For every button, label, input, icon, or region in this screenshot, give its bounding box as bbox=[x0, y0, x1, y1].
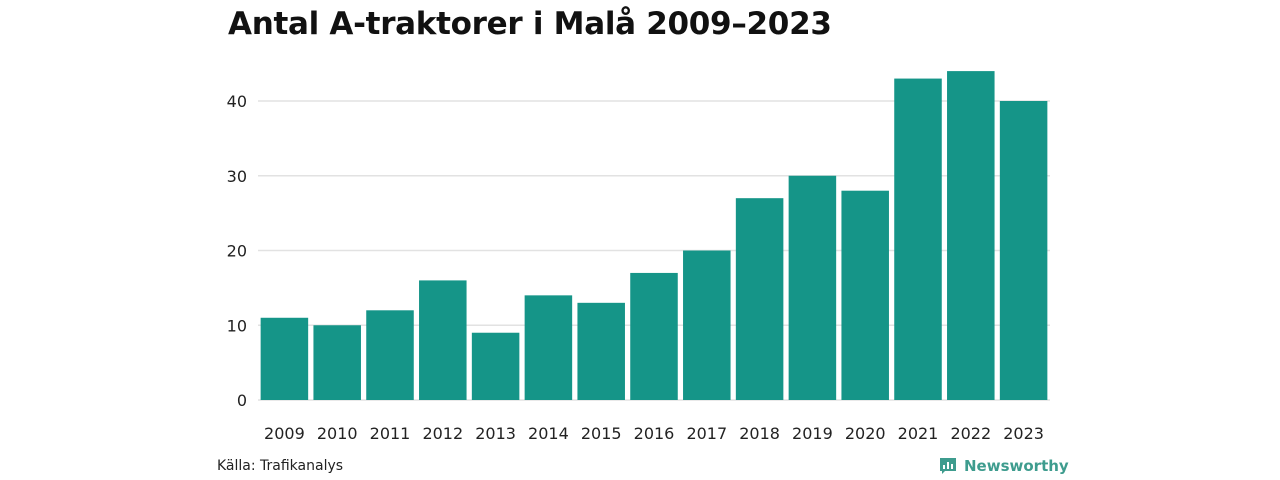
bar-2013 bbox=[471, 332, 520, 400]
x-tick-label: 2010 bbox=[317, 424, 358, 443]
bar-2015 bbox=[577, 302, 625, 400]
bar-2012 bbox=[419, 280, 467, 400]
x-tick-label: 2015 bbox=[581, 424, 622, 443]
bar-2023 bbox=[999, 101, 1048, 400]
y-tick-label: 20 bbox=[227, 242, 247, 261]
x-tick-label: 2011 bbox=[370, 424, 411, 443]
bar-2022 bbox=[947, 71, 995, 400]
x-tick-label: 2021 bbox=[898, 424, 939, 443]
bar-2016 bbox=[630, 272, 678, 400]
bar-2010 bbox=[313, 325, 361, 400]
x-tick-label: 2012 bbox=[422, 424, 463, 443]
x-tick-label: 2019 bbox=[792, 424, 833, 443]
brand-name: Newsworthy bbox=[964, 457, 1069, 475]
bar-2011 bbox=[366, 310, 414, 400]
chart-title: Antal A-traktorer i Malå 2009–2023 bbox=[228, 6, 832, 42]
bar-2018 bbox=[735, 198, 784, 400]
bar-2009 bbox=[260, 317, 309, 400]
x-tick-label: 2022 bbox=[950, 424, 991, 443]
x-tick-label: 2023 bbox=[1003, 424, 1044, 443]
y-tick-label: 30 bbox=[227, 167, 247, 186]
y-tick-label: 40 bbox=[227, 92, 247, 111]
y-axis-ticks: 0 10 20 30 40 bbox=[227, 92, 247, 410]
y-tick-label: 10 bbox=[227, 316, 247, 335]
x-tick-label: 2009 bbox=[264, 424, 305, 443]
bar-2019 bbox=[788, 175, 837, 400]
source-note: Källa: Trafikanalys bbox=[217, 458, 344, 474]
bar-2017 bbox=[683, 250, 731, 400]
y-tick-label: 0 bbox=[237, 391, 247, 410]
x-tick-label: 2016 bbox=[634, 424, 675, 443]
newsworthy-logo-icon bbox=[940, 458, 956, 474]
x-tick-label: 2014 bbox=[528, 424, 569, 443]
bar-2021 bbox=[894, 78, 942, 400]
x-tick-label: 2013 bbox=[475, 424, 516, 443]
bar-2014 bbox=[524, 295, 573, 400]
x-axis-ticks: 2009 2010 2011 2012 2013 2014 2015 2016 2017 2018… bbox=[264, 424, 1044, 443]
bar-2020 bbox=[841, 190, 889, 400]
bars bbox=[260, 71, 1048, 400]
x-tick-label: 2018 bbox=[739, 424, 780, 443]
x-tick-label: 2017 bbox=[686, 424, 727, 443]
x-tick-label: 2020 bbox=[845, 424, 886, 443]
brand: Newsworthy bbox=[938, 456, 1069, 476]
